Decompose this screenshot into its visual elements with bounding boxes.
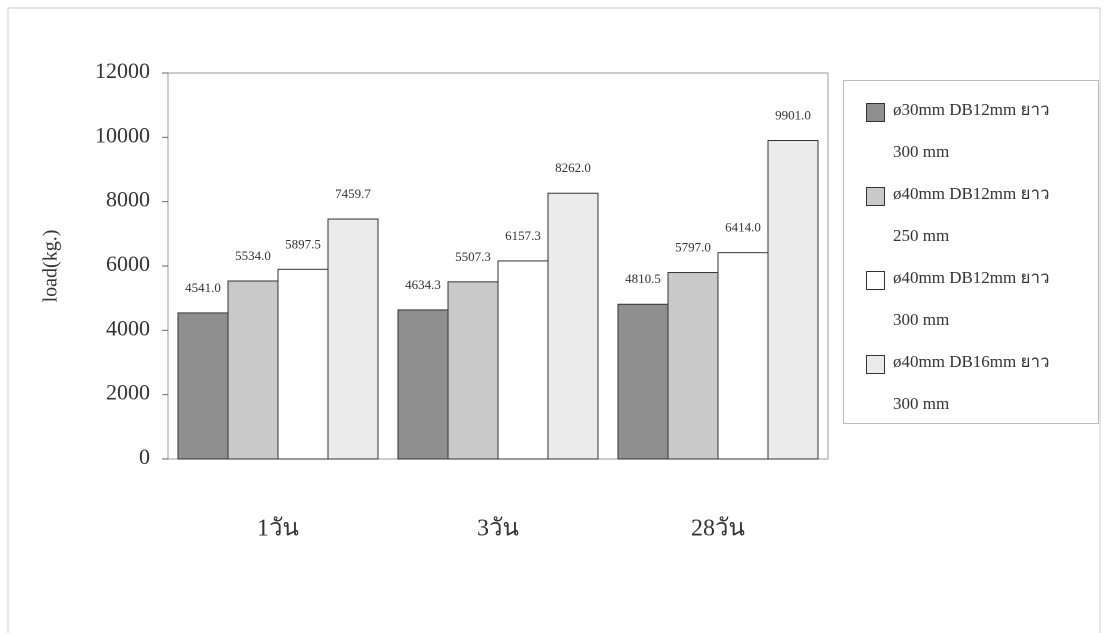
value-label: 4541.0 [185,280,221,295]
bar [547,192,599,460]
value-label: 5897.5 [285,236,321,251]
value-label: 8262.0 [555,160,591,175]
bar [277,268,329,460]
legend-item: ø40mm DB12mm ยาว 300 mm [866,267,1098,351]
y-tick-label: 2000 [106,380,150,405]
value-label: 6157.3 [505,228,541,243]
legend-item: ø30mm DB12mm ยาว 300 mm [866,99,1098,183]
value-label: 5534.0 [235,248,271,263]
value-label: 5507.3 [455,249,491,264]
legend: ø30mm DB12mm ยาว 300 mm ø40mm DB12mm ยาว … [843,80,1099,424]
x-tick-label: 3วัน [477,516,519,542]
x-tick-label: 1วัน [257,516,299,542]
value-label: 6414.0 [725,220,761,235]
y-tick-label: 6000 [106,251,150,276]
legend-swatch [866,271,885,290]
legend-swatch [866,355,885,374]
legend-label: ø40mm DB12mm ยาว 250 mm [893,184,1050,245]
bar [667,272,719,460]
legend-swatch [866,103,885,122]
value-label: 7459.7 [335,186,371,201]
bar [767,140,819,460]
frame [7,7,1101,633]
x-tick-label: 28วัน [691,516,745,542]
bar [617,303,669,460]
value-label: 4634.3 [405,277,441,292]
y-tick-label: 8000 [106,187,150,212]
bar [397,309,449,460]
value-label: 5797.0 [675,240,711,255]
y-tick-label: 4000 [106,315,150,340]
bar [447,281,499,460]
value-label: 4810.5 [625,271,661,286]
y-tick-label: 0 [139,444,150,469]
y-tick-label: 12000 [95,58,150,83]
bar [717,252,769,460]
value-label: 9901.0 [775,108,811,123]
legend-swatch [866,187,885,206]
legend-item: ø40mm DB16mm ยาว 300 mm [866,351,1098,435]
bar [227,280,279,460]
y-axis-title: load(kg.) [40,230,62,303]
bar [177,312,229,460]
legend-label: ø30mm DB12mm ยาว 300 mm [893,100,1050,161]
bar [327,218,379,460]
y-tick-label: 10000 [95,122,150,147]
legend-label: ø40mm DB12mm ยาว 300 mm [893,268,1050,329]
legend-label: ø40mm DB16mm ยาว 300 mm [893,352,1050,413]
legend-item: ø40mm DB12mm ยาว 250 mm [866,183,1098,267]
bar [497,260,549,460]
